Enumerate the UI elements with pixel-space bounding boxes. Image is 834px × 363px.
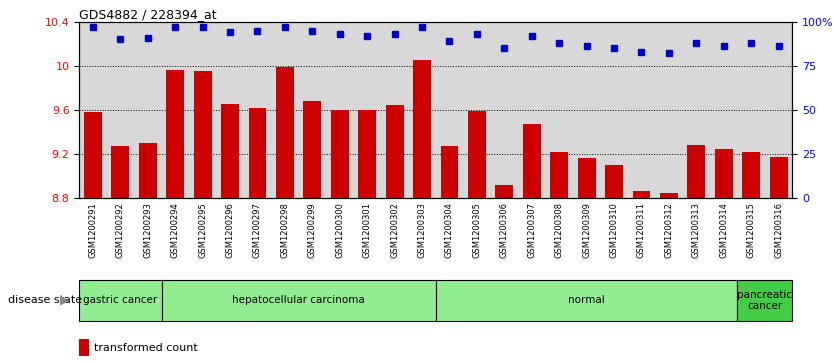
Text: GSM1200309: GSM1200309 bbox=[582, 202, 591, 258]
FancyBboxPatch shape bbox=[737, 280, 792, 321]
Bar bbox=[578, 158, 595, 198]
Bar bbox=[221, 104, 239, 198]
Text: GDS4882 / 228394_at: GDS4882 / 228394_at bbox=[79, 8, 217, 21]
Bar bbox=[413, 60, 431, 198]
Bar bbox=[770, 157, 787, 198]
Text: GSM1200308: GSM1200308 bbox=[555, 202, 564, 258]
Bar bbox=[359, 110, 376, 198]
Bar bbox=[605, 165, 623, 198]
Text: GSM1200306: GSM1200306 bbox=[500, 202, 509, 258]
Bar bbox=[385, 105, 404, 198]
FancyBboxPatch shape bbox=[79, 280, 162, 321]
FancyBboxPatch shape bbox=[162, 280, 435, 321]
Text: GSM1200315: GSM1200315 bbox=[746, 202, 756, 258]
Bar bbox=[440, 146, 459, 198]
Text: GSM1200310: GSM1200310 bbox=[610, 202, 619, 258]
Text: GSM1200311: GSM1200311 bbox=[637, 202, 646, 258]
Bar bbox=[84, 112, 102, 198]
Bar bbox=[276, 67, 294, 198]
Bar bbox=[523, 124, 540, 198]
Text: gastric cancer: gastric cancer bbox=[83, 295, 158, 305]
Text: GSM1200296: GSM1200296 bbox=[225, 202, 234, 258]
Text: GSM1200297: GSM1200297 bbox=[253, 202, 262, 258]
Text: GSM1200293: GSM1200293 bbox=[143, 202, 153, 258]
Text: GSM1200301: GSM1200301 bbox=[363, 202, 372, 258]
Text: GSM1200300: GSM1200300 bbox=[335, 202, 344, 258]
Text: ▶: ▶ bbox=[60, 294, 70, 307]
Bar bbox=[304, 101, 321, 198]
Text: GSM1200314: GSM1200314 bbox=[719, 202, 728, 258]
Bar bbox=[495, 185, 513, 198]
Text: GSM1200304: GSM1200304 bbox=[445, 202, 454, 258]
Bar bbox=[687, 145, 706, 198]
Text: normal: normal bbox=[568, 295, 605, 305]
Text: GSM1200295: GSM1200295 bbox=[198, 202, 207, 258]
Text: disease state: disease state bbox=[8, 295, 82, 305]
Text: GSM1200292: GSM1200292 bbox=[116, 202, 125, 258]
Bar bbox=[742, 152, 760, 198]
Bar bbox=[193, 71, 212, 198]
Bar bbox=[660, 193, 678, 198]
Bar bbox=[112, 146, 129, 198]
Text: GSM1200302: GSM1200302 bbox=[390, 202, 399, 258]
Text: GSM1200316: GSM1200316 bbox=[774, 202, 783, 258]
Text: GSM1200305: GSM1200305 bbox=[472, 202, 481, 258]
Text: GSM1200299: GSM1200299 bbox=[308, 202, 317, 258]
Bar bbox=[331, 110, 349, 198]
Text: GSM1200294: GSM1200294 bbox=[171, 202, 179, 258]
Bar bbox=[468, 111, 486, 198]
Text: hepatocellular carcinoma: hepatocellular carcinoma bbox=[232, 295, 365, 305]
Bar bbox=[249, 107, 266, 198]
Text: transformed count: transformed count bbox=[94, 343, 198, 353]
Bar bbox=[550, 152, 568, 198]
Text: GSM1200307: GSM1200307 bbox=[527, 202, 536, 258]
Text: GSM1200313: GSM1200313 bbox=[692, 202, 701, 258]
Text: pancreatic
cancer: pancreatic cancer bbox=[737, 290, 792, 311]
Text: GSM1200312: GSM1200312 bbox=[665, 202, 673, 258]
Text: GSM1200291: GSM1200291 bbox=[88, 202, 98, 258]
Bar bbox=[139, 143, 157, 198]
Text: GSM1200298: GSM1200298 bbox=[280, 202, 289, 258]
FancyBboxPatch shape bbox=[435, 280, 737, 321]
Text: GSM1200303: GSM1200303 bbox=[418, 202, 426, 258]
Bar bbox=[166, 70, 184, 198]
Bar bbox=[632, 191, 651, 198]
Bar bbox=[715, 150, 732, 198]
